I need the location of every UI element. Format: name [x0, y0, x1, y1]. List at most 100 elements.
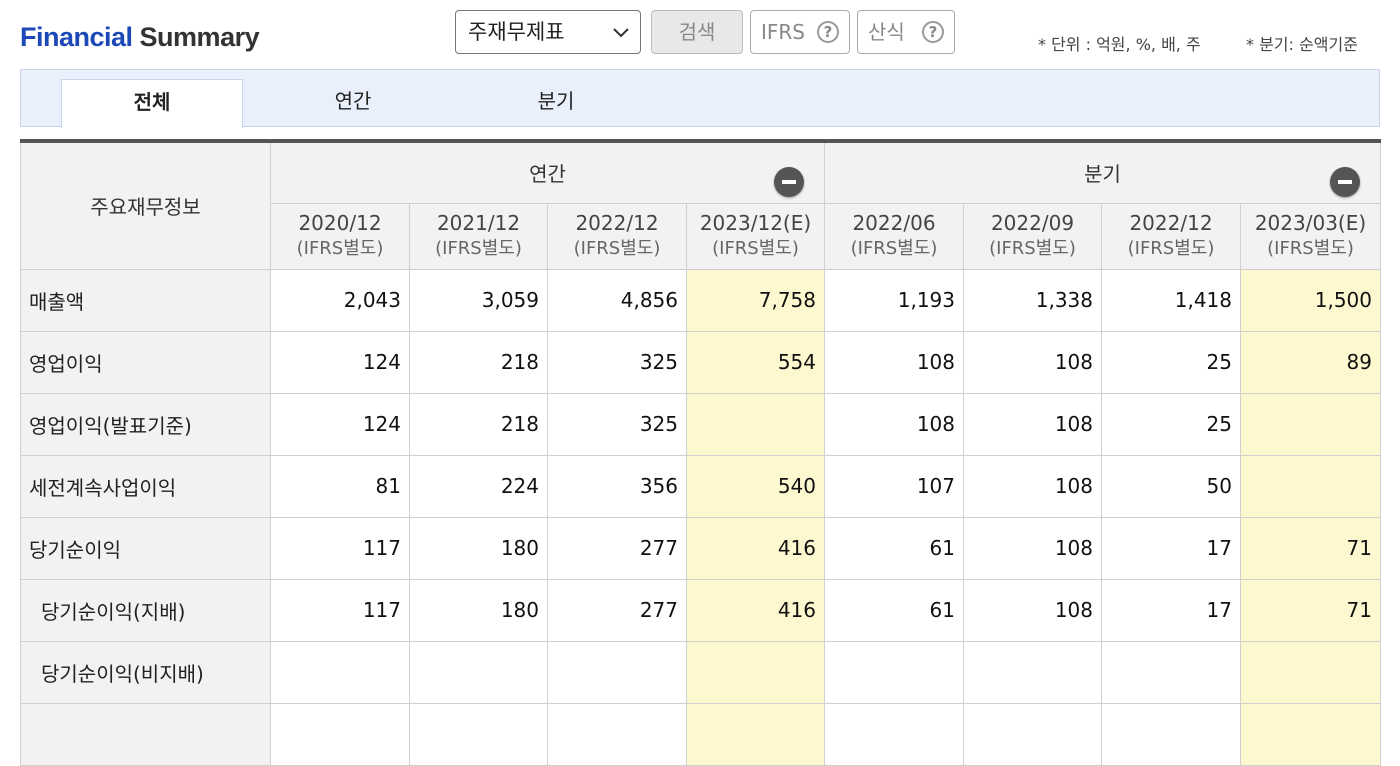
table-cell: 540: [686, 454, 825, 518]
table-cell: 124: [270, 330, 410, 394]
row-label: 당기순이익(지배): [20, 578, 271, 642]
column-basis: (IFRS별도): [435, 238, 522, 259]
collapse-quarter-icon[interactable]: [1330, 167, 1360, 197]
table-row: 영업이익 124 218 325 554 108 108 25 89: [20, 330, 1381, 394]
group-header-annual: 연간: [270, 140, 825, 204]
column-basis: (IFRS별도): [1267, 238, 1354, 259]
table-cell: 325: [547, 330, 687, 394]
table-cell: 277: [547, 516, 687, 580]
table-cell: 277: [547, 578, 687, 642]
table-cell: 108: [963, 578, 1102, 642]
column-header: 2021/12 (IFRS별도): [409, 202, 548, 270]
table-cell: [1101, 702, 1241, 766]
column-header: 2023/12(E) (IFRS별도): [686, 202, 825, 270]
help-icon: ?: [922, 21, 944, 43]
corner-label: 주요재무정보: [20, 140, 271, 270]
table-cell: 17: [1101, 578, 1241, 642]
statement-type-select[interactable]: 주재무제표: [455, 10, 641, 54]
table-cell: 124: [270, 392, 410, 456]
tab-all[interactable]: 전체: [61, 79, 243, 128]
table-cell: 25: [1101, 392, 1241, 456]
chevron-down-icon: [613, 28, 629, 38]
table-cell: 1,338: [963, 268, 1102, 332]
table-row: 세전계속사업이익 81 224 356 540 107 108 50: [20, 454, 1381, 518]
table-cell: [409, 702, 548, 766]
table-row: 당기순이익 117 180 277 416 61 108 17 71: [20, 516, 1381, 580]
select-value: 주재무제표: [468, 20, 565, 44]
column-period: 2022/12: [1129, 211, 1213, 235]
table-cell: 416: [686, 578, 825, 642]
table-cell: [963, 640, 1102, 704]
table-cell: 108: [963, 330, 1102, 394]
table-cell: 3,059: [409, 268, 548, 332]
table-cell: 7,758: [686, 268, 825, 332]
table-cell: [1240, 454, 1381, 518]
table-cell: 4,856: [547, 268, 687, 332]
table-cell: [1101, 640, 1241, 704]
column-basis: (IFRS별도): [296, 238, 384, 259]
formula-label: 산식: [868, 20, 905, 44]
table-cell: [547, 640, 687, 704]
row-label: 영업이익(발표기준): [20, 392, 271, 456]
table-cell: 81: [270, 454, 410, 518]
formula-button[interactable]: 산식 ?: [857, 10, 955, 54]
tab-bar: 전체 연간 분기: [20, 69, 1380, 128]
ifrs-label: IFRS: [761, 20, 805, 44]
table-cell: 117: [270, 578, 410, 642]
column-basis: (IFRS별도): [850, 238, 938, 259]
table-cell: 61: [824, 516, 964, 580]
tab-quarter[interactable]: 분기: [537, 89, 575, 113]
table-cell: 108: [824, 330, 964, 394]
table-cell: [1240, 640, 1381, 704]
collapse-annual-icon[interactable]: [774, 167, 804, 197]
table-cell: [963, 702, 1102, 766]
table-cell: 107: [824, 454, 964, 518]
table-cell: 554: [686, 330, 825, 394]
table-row: [20, 702, 1381, 766]
table-cell: [1240, 392, 1381, 456]
search-button[interactable]: 검색: [651, 10, 743, 54]
group-label-quarter: 분기: [1084, 162, 1121, 187]
group-header-quarter: 분기: [824, 140, 1381, 204]
row-label: [20, 702, 271, 766]
table-cell: 108: [963, 454, 1102, 518]
table-cell: [686, 640, 825, 704]
table-cell: 71: [1240, 578, 1381, 642]
table-cell: 180: [409, 578, 548, 642]
table-cell: 61: [824, 578, 964, 642]
table-cell: [1240, 702, 1381, 766]
column-period: 2022/09: [990, 211, 1075, 235]
row-label: 세전계속사업이익: [20, 454, 271, 518]
table-cell: 108: [963, 392, 1102, 456]
unit-note: * 단위 : 억원, %, 배, 주: [1038, 35, 1201, 54]
column-header: 2022/09 (IFRS별도): [963, 202, 1102, 270]
table-cell: 25: [1101, 330, 1241, 394]
row-label: 당기순이익: [20, 516, 271, 580]
column-period: 2022/12: [575, 211, 659, 235]
ifrs-button[interactable]: IFRS ?: [750, 10, 850, 54]
column-header: 2022/12 (IFRS별도): [547, 202, 687, 270]
group-label-annual: 연간: [529, 162, 566, 187]
table-cell: [547, 702, 687, 766]
table-cell: 325: [547, 392, 687, 456]
row-label: 영업이익: [20, 330, 271, 394]
quarter-note: * 분기: 순액기준: [1246, 35, 1358, 54]
table-cell: 71: [1240, 516, 1381, 580]
table-cell: 108: [963, 516, 1102, 580]
table-cell: [824, 702, 964, 766]
tab-annual[interactable]: 연간: [334, 89, 372, 113]
table-cell: 1,500: [1240, 268, 1381, 332]
table-cell: 180: [409, 516, 548, 580]
column-period: 2023/03(E): [1254, 211, 1367, 235]
table-cell: 224: [409, 454, 548, 518]
table-cell: [686, 702, 825, 766]
table-cell: 218: [409, 330, 548, 394]
table-cell: [270, 702, 410, 766]
table-row: 당기순이익(지배) 117 180 277 416 61 108 17 71: [20, 578, 1381, 642]
table-cell: 108: [824, 392, 964, 456]
column-header: 2022/06 (IFRS별도): [824, 202, 964, 270]
column-basis: (IFRS별도): [573, 238, 661, 259]
table-cell: 218: [409, 392, 548, 456]
table-cell: 2,043: [270, 268, 410, 332]
row-label: 매출액: [20, 268, 271, 332]
